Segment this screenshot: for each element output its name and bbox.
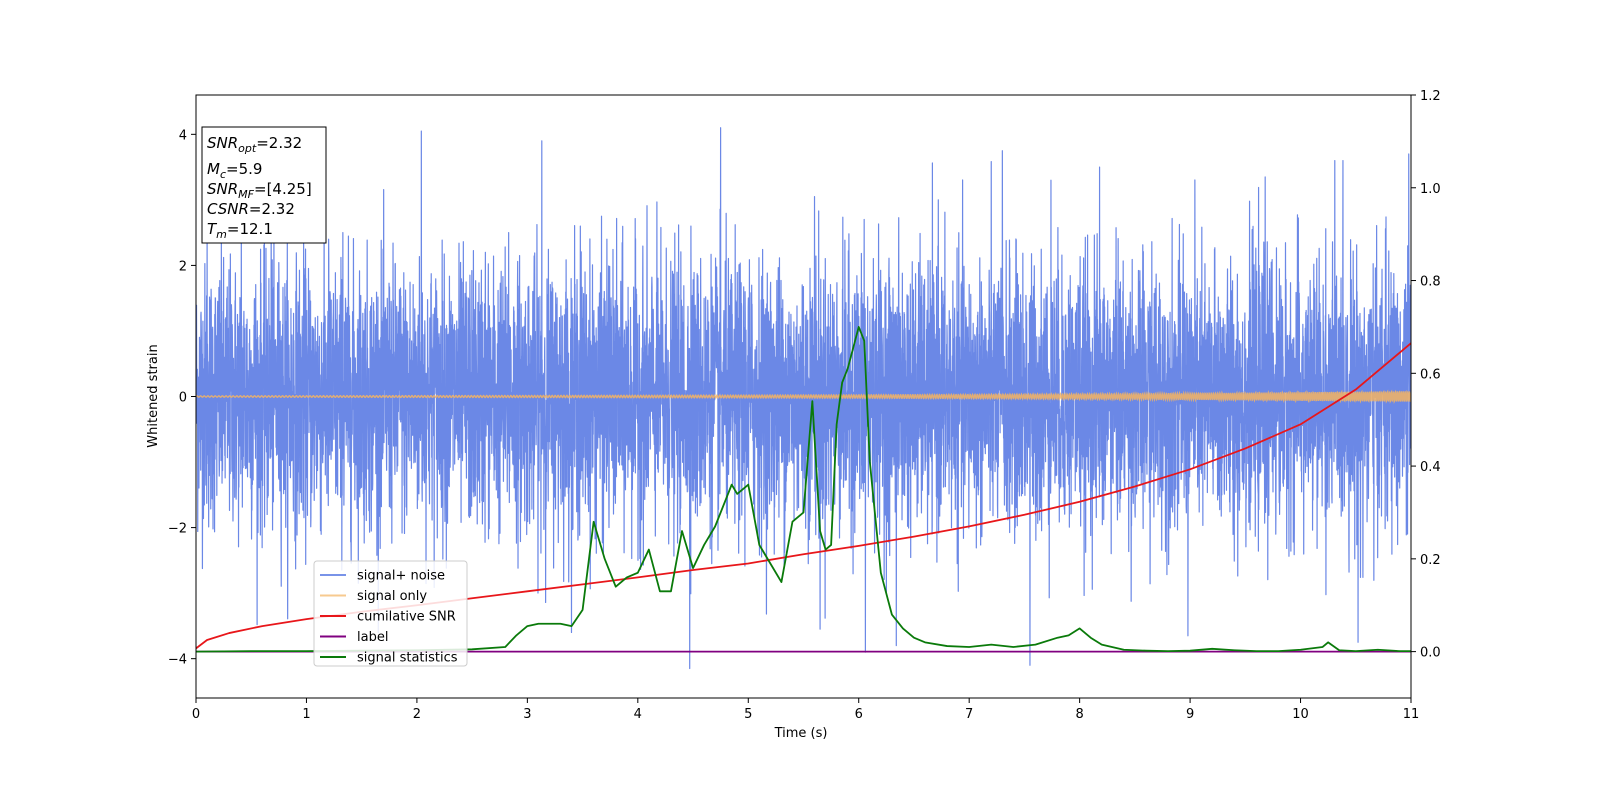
y-axis-left: −4 −2 0 2 4 bbox=[168, 128, 196, 668]
legend-item: signal statistics bbox=[320, 651, 458, 666]
annotation-line: CSNR=2.32 bbox=[207, 200, 295, 218]
x-tick: 7 bbox=[965, 698, 973, 722]
y2-tick-label: 1.2 bbox=[1420, 89, 1441, 104]
x-tick: 4 bbox=[634, 698, 642, 722]
y2-tick-label: 0.6 bbox=[1420, 367, 1441, 382]
x-tick-label: 2 bbox=[413, 707, 421, 722]
x-tick: 10 bbox=[1292, 698, 1309, 722]
x-tick-label: 0 bbox=[192, 707, 200, 722]
x-tick-label: 4 bbox=[634, 707, 642, 722]
x-tick: 6 bbox=[855, 698, 863, 722]
y2-tick-label: 0.8 bbox=[1420, 275, 1441, 290]
y2-tick: 0.8 bbox=[1411, 275, 1441, 290]
legend-label: signal only bbox=[357, 589, 427, 604]
y2-tick-label: 0.0 bbox=[1420, 646, 1441, 661]
x-tick: 8 bbox=[1075, 698, 1084, 722]
series-signal-statistics bbox=[196, 326, 1411, 653]
annotation-line: SNRMF=[4.25] bbox=[207, 180, 312, 201]
y-tick: 2 bbox=[179, 259, 196, 274]
legend-item: signal+ noise bbox=[320, 569, 445, 584]
y2-tick-label: 1.0 bbox=[1420, 182, 1441, 197]
y-tick: −4 bbox=[168, 653, 196, 668]
x-tick: 1 bbox=[302, 698, 311, 722]
x-tick-label: 6 bbox=[855, 707, 863, 722]
y-tick-label: 2 bbox=[179, 259, 187, 274]
x-axis: 0 1 2 3 4 5 6 7 8 9 10 11 bbox=[192, 698, 1419, 722]
x-tick-label: 5 bbox=[744, 707, 752, 722]
y2-tick-label: 0.4 bbox=[1420, 460, 1441, 475]
legend-label: signal+ noise bbox=[357, 569, 445, 584]
y-tick: 0 bbox=[179, 391, 196, 406]
series-signal-noise bbox=[196, 127, 1411, 670]
y2-tick: 0.2 bbox=[1411, 553, 1441, 568]
x-tick-label: 11 bbox=[1403, 707, 1420, 722]
legend-item: label bbox=[320, 630, 388, 645]
y-tick: −2 bbox=[168, 522, 196, 537]
x-tick-label: 1 bbox=[302, 707, 310, 722]
y-axis-label: Whitened strain bbox=[146, 344, 161, 447]
x-tick-label: 8 bbox=[1075, 707, 1083, 722]
x-tick-label: 7 bbox=[965, 707, 973, 722]
y-tick-label: −2 bbox=[168, 522, 187, 537]
y2-tick-label: 0.2 bbox=[1420, 553, 1441, 568]
legend-item: signal only bbox=[320, 589, 427, 604]
x-tick-label: 10 bbox=[1292, 707, 1309, 722]
y-tick-label: −4 bbox=[168, 653, 187, 668]
y-tick-label: 4 bbox=[179, 128, 187, 143]
x-tick-label: 9 bbox=[1186, 707, 1194, 722]
y2-tick: 0.4 bbox=[1411, 460, 1441, 475]
series-signal-only bbox=[196, 389, 1411, 404]
legend-label: cumilative SNR bbox=[357, 610, 456, 625]
y2-tick: 1.2 bbox=[1411, 89, 1441, 104]
x-tick: 9 bbox=[1186, 698, 1194, 722]
y2-tick: 0.6 bbox=[1411, 367, 1441, 382]
y-tick-label: 0 bbox=[179, 391, 187, 406]
annotation-line: SNRopt=2.32 bbox=[207, 134, 302, 155]
legend-item: cumilative SNR bbox=[320, 610, 456, 625]
series-cumulative-snr bbox=[196, 342, 1411, 650]
legend-label: label bbox=[357, 630, 388, 645]
x-tick: 0 bbox=[192, 698, 200, 722]
x-axis-label: Time (s) bbox=[774, 726, 828, 741]
x-tick-label: 3 bbox=[523, 707, 531, 722]
x-tick: 2 bbox=[413, 698, 421, 722]
x-tick: 3 bbox=[523, 698, 532, 722]
legend: signal+ noise signal only cumilative SNR la… bbox=[313, 560, 468, 667]
y2-tick: 0.0 bbox=[1411, 646, 1441, 661]
annotation-line: Tm=12.1 bbox=[207, 220, 273, 241]
x-tick: 11 bbox=[1403, 698, 1420, 722]
legend-label: signal statistics bbox=[357, 651, 458, 666]
y-tick: 4 bbox=[179, 128, 196, 143]
y-axis-right: 0.0 0.2 0.4 0.6 0.8 1.0 1.2 bbox=[1411, 89, 1441, 661]
x-tick: 5 bbox=[744, 698, 752, 722]
y2-tick: 1.0 bbox=[1411, 182, 1441, 197]
annotation-line: Mc=5.9 bbox=[207, 160, 262, 181]
